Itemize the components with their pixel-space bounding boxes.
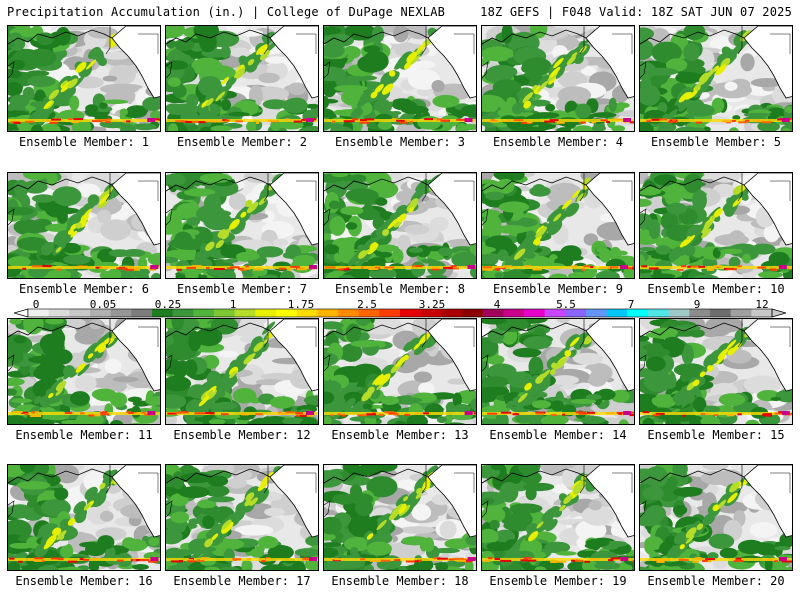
colorbar-swatch	[565, 309, 587, 317]
ensemble-member-map	[481, 464, 635, 571]
colorbar-swatch	[606, 309, 628, 317]
ensemble-member-map	[7, 318, 161, 425]
colorbar-tick-label: 9	[693, 298, 701, 311]
colorbar-tick-label: 0.25	[154, 298, 182, 311]
colorbar-swatch	[482, 309, 504, 317]
colorbar-swatch	[400, 309, 421, 317]
ensemble-member-map	[7, 464, 161, 571]
ensemble-member-label: Ensemble Member: 17	[173, 574, 311, 588]
colorbar-swatch	[441, 309, 463, 317]
ensemble-member-map	[481, 172, 635, 279]
colorbar-swatch	[90, 309, 111, 317]
colorbar-swatch	[627, 309, 649, 317]
ensemble-member-label: Ensemble Member: 12	[173, 428, 311, 442]
ensemble-member-label: Ensemble Member: 16	[15, 574, 153, 588]
colorbar-swatch	[338, 309, 359, 317]
ensemble-member-label: Ensemble Member: 1	[18, 135, 150, 149]
colorbar-swatch	[503, 309, 525, 317]
ensemble-member-map	[639, 318, 793, 425]
ensemble-member-map	[481, 318, 635, 425]
ensemble-member-label: Ensemble Member: 4	[492, 135, 624, 149]
colorbar-swatch	[48, 309, 70, 317]
colorbar-swatch	[586, 309, 607, 317]
colorbar-swatch	[276, 309, 297, 317]
colorbar-swatch	[296, 309, 318, 317]
colorbar-swatch	[152, 309, 173, 317]
map-title: Precipitation Accumulation (in.) | Colle…	[7, 5, 446, 19]
ensemble-member-label: Ensemble Member: 7	[176, 282, 308, 296]
ensemble-member-label: Ensemble Member: 15	[647, 428, 785, 442]
ensemble-member-map	[639, 172, 793, 279]
colorbar-tick-label: 12	[755, 298, 769, 311]
colorbar-swatch	[420, 309, 442, 317]
colorbar-swatch	[544, 309, 566, 317]
colorbar-swatch	[689, 309, 711, 317]
ensemble-member-label: Ensemble Member: 11	[15, 428, 153, 442]
ensemble-member-label: Ensemble Member: 18	[331, 574, 469, 588]
colorbar-swatch	[648, 309, 669, 317]
colorbar-tick-label: 7	[627, 298, 635, 311]
colorbar-swatch	[131, 309, 153, 317]
colorbar-swatch	[69, 309, 91, 317]
ensemble-member-label: Ensemble Member: 2	[176, 135, 308, 149]
ensemble-member-label: Ensemble Member: 5	[650, 135, 782, 149]
ensemble-member-label: Ensemble Member: 6	[18, 282, 150, 296]
colorbar-swatch	[28, 309, 49, 317]
ensemble-member-label: Ensemble Member: 14	[489, 428, 627, 442]
colorbar-swatch	[214, 309, 235, 317]
colorbar-tick-label: 0	[32, 298, 40, 311]
colorbar-tick-label: 2.5	[357, 298, 377, 311]
ensemble-member-map	[165, 172, 319, 279]
colorbar-swatch	[462, 309, 483, 317]
ensemble-member-map	[323, 25, 477, 132]
ensemble-member-label: Ensemble Member: 20	[647, 574, 785, 588]
colorbar-tick-label: 3.25	[418, 298, 446, 311]
ensemble-member-map	[165, 318, 319, 425]
ensemble-member-map	[323, 318, 477, 425]
colorbar-tick-label: 1	[229, 298, 237, 311]
colorbar-swatch	[668, 309, 690, 317]
colorbar-swatch	[524, 309, 545, 317]
ensemble-member-map	[165, 25, 319, 132]
colorbar-swatch	[193, 309, 215, 317]
ensemble-member-map	[7, 172, 161, 279]
colorbar-swatch	[358, 309, 380, 317]
colorbar-swatch	[317, 309, 339, 317]
ensemble-member-map	[7, 25, 161, 132]
colorbar-swatch	[255, 309, 277, 317]
ensemble-member-label: Ensemble Member: 8	[334, 282, 466, 296]
ensemble-member-map	[165, 464, 319, 571]
ensemble-member-label: Ensemble Member: 13	[331, 428, 469, 442]
colorbar-tick-label: 1.75	[287, 298, 315, 311]
ensemble-member-label: Ensemble Member: 9	[492, 282, 624, 296]
ensemble-member-map	[323, 464, 477, 571]
colorbar-swatch	[710, 309, 731, 317]
colorbar-swatch	[751, 309, 773, 317]
ensemble-member-map	[323, 172, 477, 279]
ensemble-member-map	[639, 25, 793, 132]
ensemble-member-label: Ensemble Member: 19	[489, 574, 627, 588]
precipitation-colorbar	[14, 308, 786, 318]
ensemble-member-label: Ensemble Member: 3	[334, 135, 466, 149]
ensemble-member-map	[639, 464, 793, 571]
colorbar-swatch	[379, 309, 401, 317]
ensemble-member-label: Ensemble Member: 10	[647, 282, 785, 296]
run-info: 18Z GEFS | F048 Valid: 18Z SAT JUN 07 20…	[480, 5, 792, 19]
colorbar-swatch	[730, 309, 752, 317]
colorbar-tick-label: 5.5	[556, 298, 576, 311]
colorbar-swatch	[234, 309, 256, 317]
colorbar-tick-label: 0.05	[89, 298, 117, 311]
colorbar-tick-label: 4	[493, 298, 501, 311]
colorbar-swatch	[172, 309, 194, 317]
ensemble-member-map	[481, 25, 635, 132]
colorbar-swatch	[110, 309, 132, 317]
